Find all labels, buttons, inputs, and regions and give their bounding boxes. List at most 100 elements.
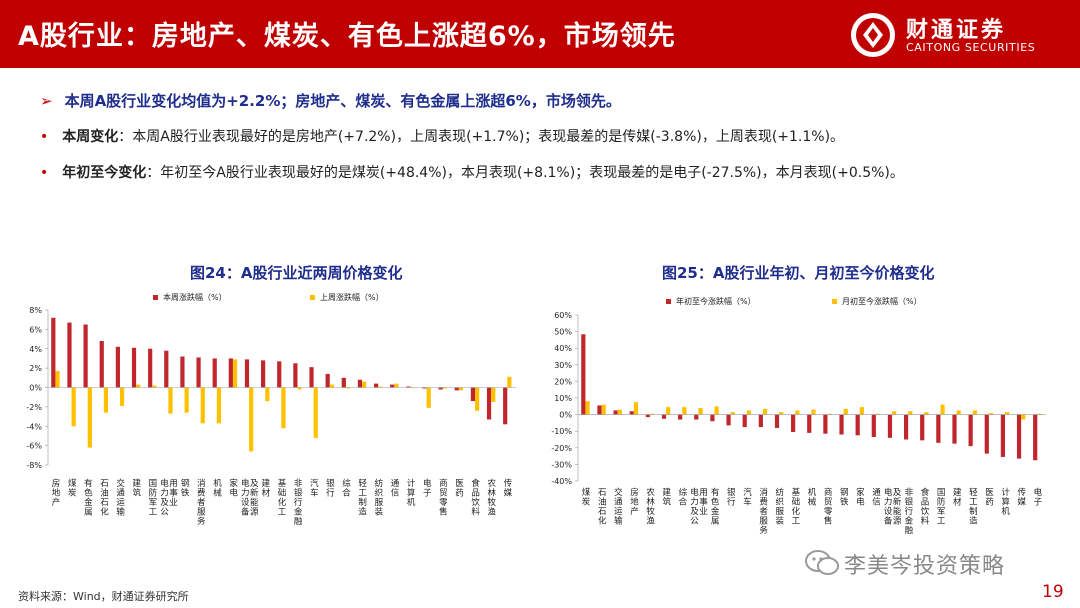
week-label: 本周变化 [62,129,119,145]
x-tick-label: 建材 [262,478,271,499]
x-tick-label: 传媒 [1018,487,1027,508]
x-tick-label: 家电 [856,487,865,508]
bar [1000,414,1006,457]
bar [228,358,233,388]
x-tick-label: 商贸零售 [824,487,833,527]
summary-week: • 本周变化：本周A股行业表现最好的是房地产(+7.2%)，上周表现(+1.7%)… [40,126,844,146]
page-number: 19 [1042,582,1064,602]
bar [936,414,941,443]
legend-label: 上周涨跌幅（%） [320,292,384,302]
bar [244,359,250,388]
bar [249,387,254,452]
bar [581,334,586,415]
summary-headline: ➢ 本周A股行业变化均值为+2.2%；房地产、煤炭、有色金属上涨超6%，市场领先。 [40,90,621,111]
bar [903,414,909,440]
x-tick-label: 家电 [229,478,238,499]
bar [988,412,994,415]
legend-swatch [310,295,315,300]
bar [601,404,606,415]
bar [682,407,687,415]
bar [325,373,330,388]
x-tick-label: 商贸零售 [439,478,448,518]
bar [908,411,913,415]
bar [216,387,221,424]
bar [795,410,800,415]
bar [597,405,602,415]
x-tick-label: 国防军工 [149,479,158,518]
x-tick-label: 轻工制造 [969,487,978,527]
x-tick-label: 基础化工 [278,478,287,518]
bar [103,387,109,413]
bar [1005,412,1010,415]
x-tick-label: 计算机 [1001,487,1010,517]
bar [649,413,655,415]
y-tick-label: 4% [29,345,42,354]
figure-24-title: 图24：A股行业近两周价格变化 [190,264,403,282]
x-tick-label: 机械 [808,487,817,508]
legend-label: 月初至今涨跌幅（%） [842,296,922,306]
bar [645,414,650,418]
x-tick-label: 电力设备及新能源 [241,478,259,518]
bar [585,401,590,415]
legend-swatch [832,299,837,304]
y-tick-label: -2% [26,403,42,412]
x-tick-label: 农林牧渔 [646,487,655,527]
x-tick-label: 非银行金融 [905,487,914,536]
y-tick-label: -40% [551,477,572,486]
bar [277,361,282,388]
ytd-text: ：年初至今A股行业表现最好的是煤炭(+48.4%)，本月表现(+8.1%)；表现… [146,165,904,181]
x-tick-label: 纺织服装 [775,487,784,527]
bar [373,383,379,388]
x-tick-label: 非银行金融 [294,478,303,527]
y-tick-label: 30% [554,361,572,370]
bar [924,412,929,415]
x-tick-label: 交通运输 [116,478,125,518]
bar [633,402,639,415]
bar [972,410,977,415]
x-tick-label: 房地产 [52,478,61,508]
y-tick-label: 50% [554,328,572,337]
page-title: A股行业：房地产、煤炭、有色上涨超6%，市场领先 [18,21,676,52]
bar [920,414,925,441]
bar [200,387,205,424]
x-tick-label: 通信 [872,487,881,508]
x-tick-label: 电力及公用事业 [160,478,178,518]
bar [507,376,512,388]
bar [629,411,634,415]
legend-label: 年初至今涨跌幅（%） [676,296,756,306]
x-tick-label: 计算机 [407,478,416,508]
bar [293,363,298,388]
bar [892,411,897,415]
bar [390,384,395,388]
y-tick-label: 2% [29,364,42,373]
brand-emblem-icon [851,13,895,57]
bar [661,414,667,419]
x-tick-label: 国防军工 [937,488,946,527]
bar [131,347,137,388]
bar [426,387,431,408]
bullet-icon: • [40,129,49,145]
bar [1037,413,1042,415]
x-tick-label: 医药 [985,488,994,508]
bar [136,384,141,388]
legend-swatch [666,299,671,304]
arrow-icon: ➢ [40,92,53,110]
bar [952,414,957,444]
bar [823,414,828,434]
bar [313,387,318,438]
x-tick-label: 建材 [953,487,962,508]
bar [486,387,492,420]
x-tick-label: 消费者服务 [197,478,206,527]
bar [99,341,104,388]
bullet-icon: • [40,165,49,181]
bar [940,404,945,415]
bar [212,358,217,388]
x-tick-label: 钢铁 [840,487,849,508]
bar [281,387,286,429]
x-tick-label: 交通运输 [614,487,623,527]
x-tick-label: 传媒 [504,478,513,499]
bar [475,387,480,411]
y-tick-label: 40% [554,344,572,353]
bar [71,387,76,427]
x-tick-label: 食品饮料 [471,478,480,518]
